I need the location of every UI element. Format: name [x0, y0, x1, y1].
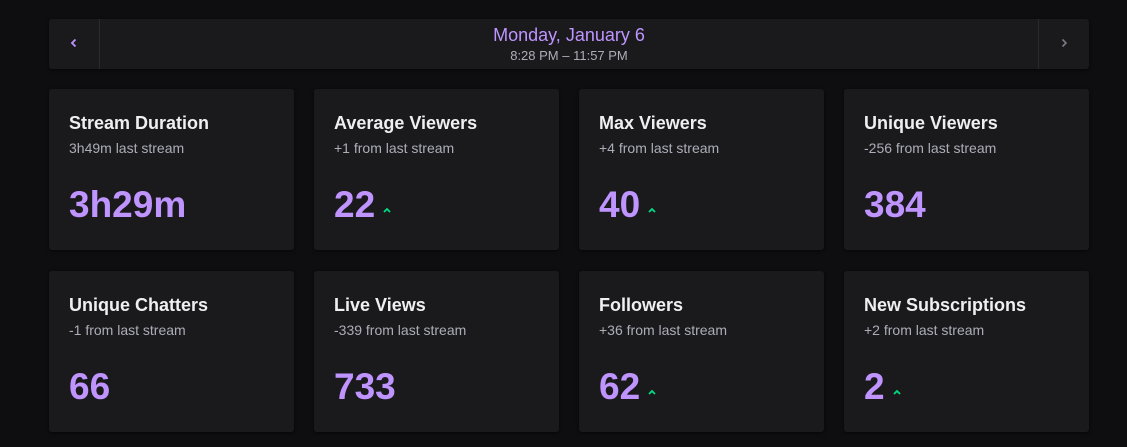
trend-up-icon — [647, 206, 657, 214]
stat-card-followers: Followers +36 from last stream 62 — [579, 271, 824, 432]
stat-comparison: +2 from last stream — [864, 322, 985, 338]
stat-comparison: -339 from last stream — [334, 322, 467, 338]
stat-comparison: +1 from last stream — [334, 140, 455, 156]
stat-card-live-views: Live Views -339 from last stream 733 — [314, 271, 559, 432]
trend-up-icon — [892, 388, 902, 396]
stat-comparison: -1 from last stream — [69, 322, 186, 338]
stat-title: Unique Chatters — [69, 295, 209, 315]
stat-title: Average Viewers — [334, 113, 478, 133]
stat-value: 2 — [864, 366, 885, 407]
stat-title: Max Viewers — [599, 113, 707, 133]
previous-stream-button[interactable] — [49, 19, 100, 69]
stat-title: Stream Duration — [69, 113, 210, 133]
stream-date: Monday, January 6 — [493, 24, 645, 45]
trend-up-icon — [647, 388, 657, 396]
stats-grid: Stream Duration 3h49m last stream 3h29m … — [49, 89, 1089, 432]
stat-comparison: 3h49m last stream — [69, 140, 185, 156]
stat-comparison: -256 from last stream — [864, 140, 997, 156]
stat-value: 3h29m — [69, 184, 187, 225]
stat-value: 62 — [599, 366, 641, 407]
stream-time-range: 8:28 PM – 11:57 PM — [510, 47, 628, 63]
stream-date-header: Monday, January 6 8:28 PM – 11:57 PM — [100, 19, 1038, 69]
date-navigator: Monday, January 6 8:28 PM – 11:57 PM — [49, 19, 1089, 69]
stat-card-average-viewers: Average Viewers +1 from last stream 22 — [314, 89, 559, 250]
stat-value: 40 — [599, 184, 641, 225]
stat-title: Followers — [599, 295, 684, 315]
stat-comparison: +4 from last stream — [599, 140, 720, 156]
stat-value: 384 — [864, 184, 926, 225]
stat-title: Unique Viewers — [864, 113, 998, 133]
stat-card-max-viewers: Max Viewers +4 from last stream 40 — [579, 89, 824, 250]
stat-title: New Subscriptions — [864, 295, 1027, 315]
stat-value: 22 — [334, 184, 376, 225]
stat-title: Live Views — [334, 295, 426, 315]
stat-card-unique-chatters: Unique Chatters -1 from last stream 66 — [49, 271, 294, 432]
next-stream-button[interactable] — [1038, 19, 1089, 69]
stat-value: 66 — [69, 366, 111, 407]
stat-comparison: +36 from last stream — [599, 322, 727, 338]
stat-card-stream-duration: Stream Duration 3h49m last stream 3h29m — [49, 89, 294, 250]
stat-card-unique-viewers: Unique Viewers -256 from last stream 384 — [844, 89, 1089, 250]
trend-up-icon — [382, 206, 392, 214]
stat-value: 733 — [334, 366, 396, 407]
chevron-right-icon — [1060, 35, 1068, 53]
stat-card-new-subscriptions: New Subscriptions +2 from last stream 2 — [844, 271, 1089, 432]
chevron-left-icon — [70, 35, 78, 53]
